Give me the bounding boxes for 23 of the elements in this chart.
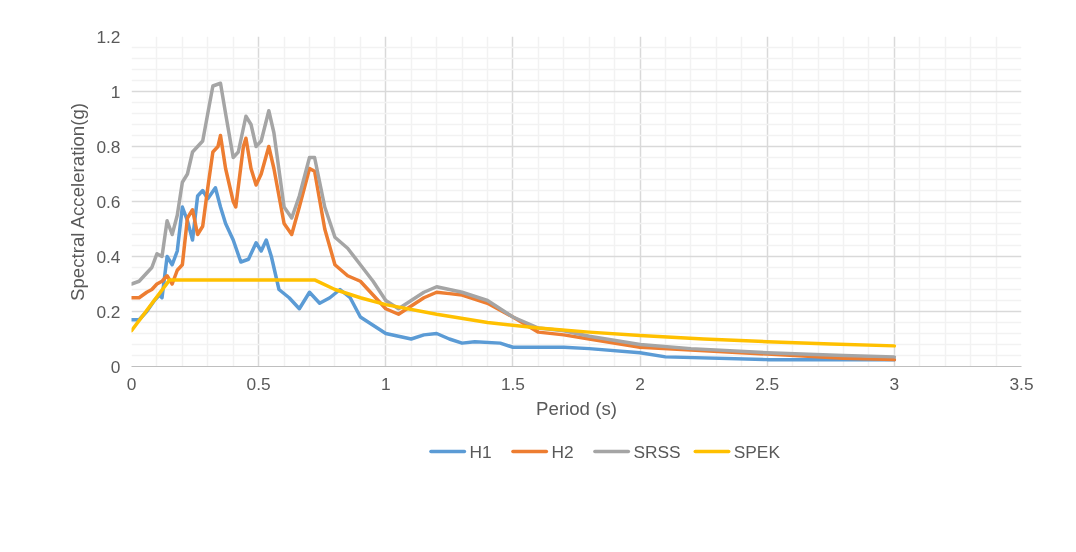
legend-label: H1 [469, 441, 492, 462]
legend-label: SPEK [733, 441, 781, 462]
x-tick-label: 0 [126, 373, 137, 394]
x-tick-label: 2 [635, 373, 645, 394]
legend-label: H2 [551, 441, 574, 462]
x-tick-label: 0.5 [246, 373, 271, 394]
x-tick-label: 3.5 [1009, 373, 1034, 394]
y-tick-label: 0.6 [96, 191, 121, 212]
x-tick-label: 1.5 [500, 373, 525, 394]
y-tick-label: 0 [110, 356, 121, 377]
legend-label: SRSS [633, 441, 681, 462]
y-axis-title: Spectral Acceleration(g) [67, 102, 89, 302]
line-series [131, 81, 897, 359]
x-tick-label: 3 [889, 373, 900, 394]
y-tick-label: 1.2 [96, 26, 121, 47]
y-tick-label: 0.8 [96, 136, 121, 157]
x-axis-title: Period (s) [536, 397, 617, 419]
line-series [131, 278, 897, 348]
y-tick-label: 0.4 [96, 246, 121, 267]
y-tick-label: 1 [110, 81, 121, 102]
x-tick-label: 1 [380, 373, 391, 394]
y-tick-label: 0.2 [96, 301, 121, 322]
x-tick-label: 2.5 [755, 373, 780, 394]
